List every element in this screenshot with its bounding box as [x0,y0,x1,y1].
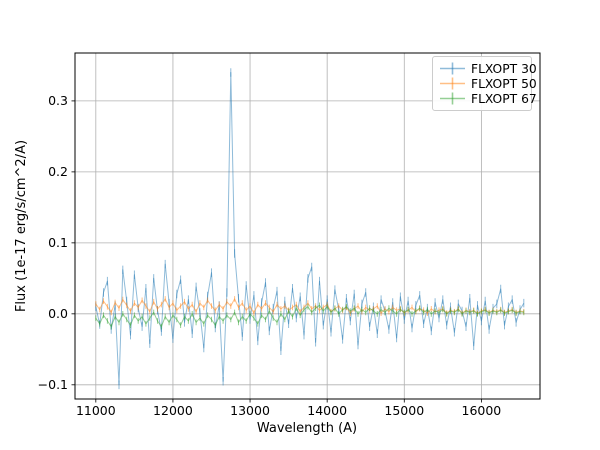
y-tick-label: −0.1 [38,377,68,392]
legend: FLXOPT 30 FLXOPT 50 FLXOPT 67 [432,56,537,111]
y-tick-label: 0.3 [48,93,68,108]
errorbar-handle-icon [439,92,466,105]
legend-label: FLXOPT 50 [471,76,537,91]
x-tick-label: 16000 [462,403,502,418]
legend-label: FLXOPT 30 [471,61,537,76]
x-tick-label: 14000 [307,403,347,418]
legend-label: FLXOPT 67 [471,91,537,106]
y-tick-label: 0.1 [48,235,68,250]
y-tick-label: 0.2 [48,164,68,179]
legend-item-flxopt-50: FLXOPT 50 [439,76,537,91]
x-tick-label: 12000 [153,403,193,418]
errorbar-handle-icon [439,77,466,90]
legend-item-flxopt-67: FLXOPT 67 [439,91,537,106]
legend-item-flxopt-30: FLXOPT 30 [439,61,537,76]
errorbars-flxopt-30 [95,68,525,390]
plot-border [74,52,541,400]
x-tick-label: 13000 [230,403,270,418]
line-flxopt-50 [95,298,524,314]
line-flxopt-30 [95,72,525,386]
y-axis-label: Flux (1e-17 erg/s/cm^2/A) [14,140,29,312]
x-tick-label: 15000 [384,403,424,418]
x-tick-label: 11000 [76,403,116,418]
line-flxopt-67 [95,304,524,328]
y-tick-label: 0.0 [48,306,68,321]
axis-ticks: 11000 12000 13000 14000 15000 16000 −0.1 0.0 0.1… [38,93,502,418]
x-axis-label: Wavelength (A) [257,421,357,436]
errorbar-handle-icon [439,62,466,75]
data-series [95,68,525,390]
